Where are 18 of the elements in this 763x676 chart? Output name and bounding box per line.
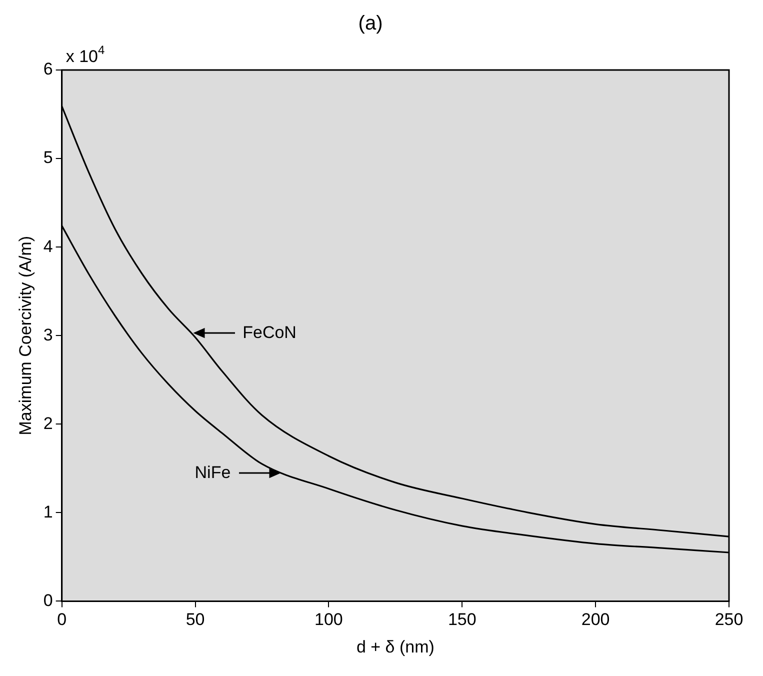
y-tick-label: 6 xyxy=(43,60,53,79)
x-tick-label: 100 xyxy=(314,610,343,630)
annotation: FeCoN xyxy=(242,322,296,343)
chart-title: (a) xyxy=(358,12,383,35)
x-tick-label: 200 xyxy=(581,610,610,630)
y-tick-label: 4 xyxy=(43,236,53,256)
y-tick-label: 3 xyxy=(43,325,53,344)
x-axis-title: d + δ (nm) xyxy=(356,637,434,656)
x-tick-label: 150 xyxy=(448,610,476,630)
y-axis-title: Maximum Coercivity (A/m) xyxy=(16,236,35,436)
x-tick-label: 0 xyxy=(57,610,67,630)
y-tick-label: 5 xyxy=(43,148,53,168)
y-tick-label: 1 xyxy=(43,502,53,522)
y-tick-label: 0 xyxy=(43,590,53,610)
x-tick-label: 50 xyxy=(186,610,205,630)
y-tick-label: 2 xyxy=(43,414,53,433)
x-tick-label: 250 xyxy=(714,610,744,630)
annotation: NiFe xyxy=(194,462,231,483)
